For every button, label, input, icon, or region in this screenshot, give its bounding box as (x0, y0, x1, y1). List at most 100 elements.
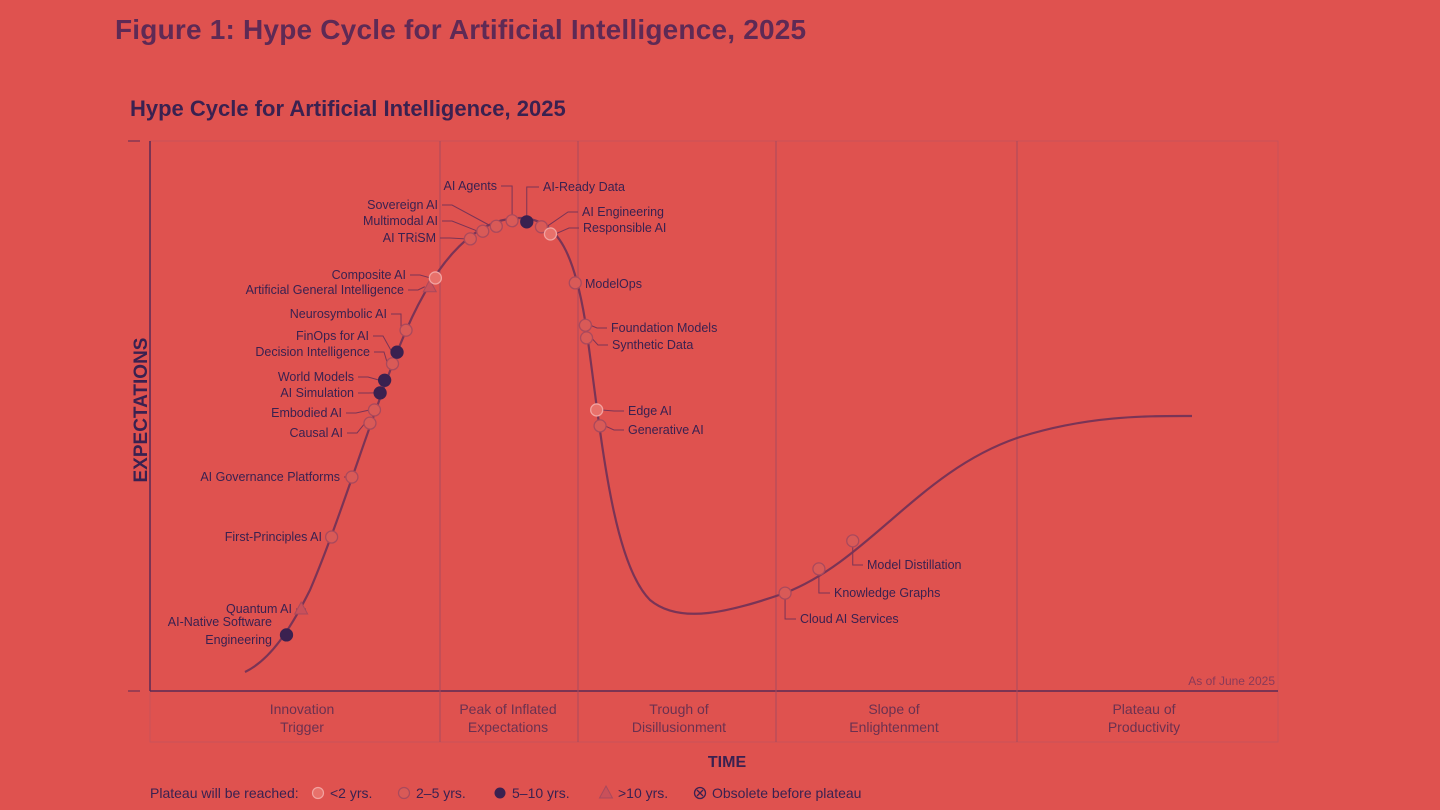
phase-label: Productivity (1108, 719, 1180, 735)
point-label: Edge AI (628, 404, 672, 418)
marker-2to5 (399, 323, 413, 337)
x-axis-label: TIME (708, 754, 747, 771)
marker-5to10 (520, 215, 534, 229)
legend-label: <2 yrs. (330, 785, 372, 801)
leader-line (784, 599, 796, 620)
marker-2to5 (812, 562, 826, 576)
point-label: AI-Ready Data (543, 180, 625, 194)
marker-2to5 (367, 403, 382, 417)
point-label: Decision Intelligence (255, 345, 370, 359)
legend-circle-open-icon (311, 786, 325, 800)
point-label: Model Distillation (867, 558, 962, 572)
leader-line (391, 313, 402, 331)
marker-2to5 (505, 214, 519, 228)
leader-line (601, 409, 624, 412)
point-label: Causal AI (289, 426, 343, 440)
leader-line (526, 186, 539, 216)
point-label: AI-Native Software (168, 615, 272, 629)
marker-2to5 (385, 357, 400, 371)
point-label: Synthetic Data (612, 338, 693, 352)
leader-line (347, 422, 366, 434)
marker-2to5 (579, 331, 594, 345)
phase-label: Plateau of (1112, 701, 1175, 717)
legend-circle-shaded-icon (397, 786, 411, 800)
phase-label: Peak of Inflated (459, 701, 556, 717)
point-label: ModelOps (585, 277, 642, 291)
leader-line (501, 185, 513, 215)
as-of-annotation: As of June 2025 (1188, 674, 1275, 688)
marker-2to5 (846, 534, 860, 548)
leader-line (374, 351, 388, 364)
leader-line (410, 274, 431, 279)
phase-label: Enlightenment (849, 719, 939, 735)
phase-label: Innovation (270, 701, 335, 717)
marker-2to5 (363, 416, 377, 430)
point-label: Quantum AI (226, 602, 292, 616)
marker-5to10 (377, 373, 392, 387)
point-label: World Models (278, 370, 354, 384)
point-label: Knowledge Graphs (834, 586, 940, 600)
marker-2to5 (324, 530, 339, 544)
point-label: Engineering (205, 633, 272, 647)
marker-5to10 (390, 345, 404, 359)
y-axis-label: EXPECTATIONS (131, 338, 152, 483)
marker-2to5 (578, 318, 593, 332)
point-label: Generative AI (628, 423, 704, 437)
point-label: Responsible AI (583, 221, 666, 235)
point-label: Multimodal AI (363, 214, 438, 228)
marker-2to5 (568, 276, 582, 290)
legend-label: Obsolete before plateau (712, 785, 861, 801)
marker-lt2 (428, 271, 443, 285)
leader-line (408, 286, 425, 291)
leader-line (818, 574, 830, 594)
point-label: Artificial General Intelligence (246, 283, 404, 297)
legend-label: >10 yrs. (618, 785, 668, 801)
phase-label: Trigger (280, 719, 324, 735)
marker-5to10 (373, 386, 387, 400)
marker-triangle (293, 601, 309, 615)
legend-circle-x-icon (693, 786, 707, 800)
marker-2to5 (778, 586, 792, 600)
leader-line (373, 335, 393, 353)
marker-2to5 (345, 470, 359, 484)
marker-lt2 (590, 403, 604, 417)
legend-triangle-icon (598, 784, 614, 799)
leader-line (358, 376, 380, 381)
legend-label: 5–10 yrs. (512, 785, 570, 801)
leader-line (604, 425, 624, 431)
point-label: Neurosymbolic AI (290, 307, 387, 321)
leader-line (440, 237, 466, 240)
marker-2to5 (593, 419, 607, 433)
phase-label: Slope of (868, 701, 919, 717)
point-label: Sovereign AI (367, 198, 438, 212)
plot-frame (149, 140, 1279, 743)
legend-title: Plateau will be reached: (150, 785, 299, 801)
marker-triangle (422, 278, 438, 293)
point-label: First-Principles AI (225, 530, 322, 544)
marker-2to5 (476, 224, 490, 238)
point-label: Composite AI (332, 268, 406, 282)
leader-line (591, 337, 608, 346)
chart-title: Hype Cycle for Artificial Intelligence, … (130, 96, 566, 121)
leader-line (852, 546, 863, 566)
point-label: AI Agents (443, 179, 497, 193)
hype-curve (244, 216, 1193, 673)
point-label: AI Engineering (582, 205, 664, 219)
figure-title: Figure 1: Hype Cycle for Artificial Inte… (115, 14, 807, 45)
phase-label: Disillusionment (632, 719, 726, 735)
legend-label: 2–5 yrs. (416, 785, 466, 801)
legend-circle-filled-icon (494, 787, 506, 799)
point-label: Foundation Models (611, 321, 717, 335)
leader-line (346, 409, 370, 414)
marker-2to5 (489, 219, 503, 233)
point-label: AI Simulation (280, 386, 354, 400)
point-label: Cloud AI Services (800, 612, 899, 626)
point-label: AI Governance Platforms (200, 470, 340, 484)
marker-lt2 (543, 227, 558, 241)
marker-2to5 (463, 232, 478, 246)
phase-label: Trough of (649, 701, 709, 717)
marker-2to5 (534, 220, 549, 234)
phase-label: Expectations (468, 719, 548, 735)
point-label: Embodied AI (271, 406, 342, 420)
